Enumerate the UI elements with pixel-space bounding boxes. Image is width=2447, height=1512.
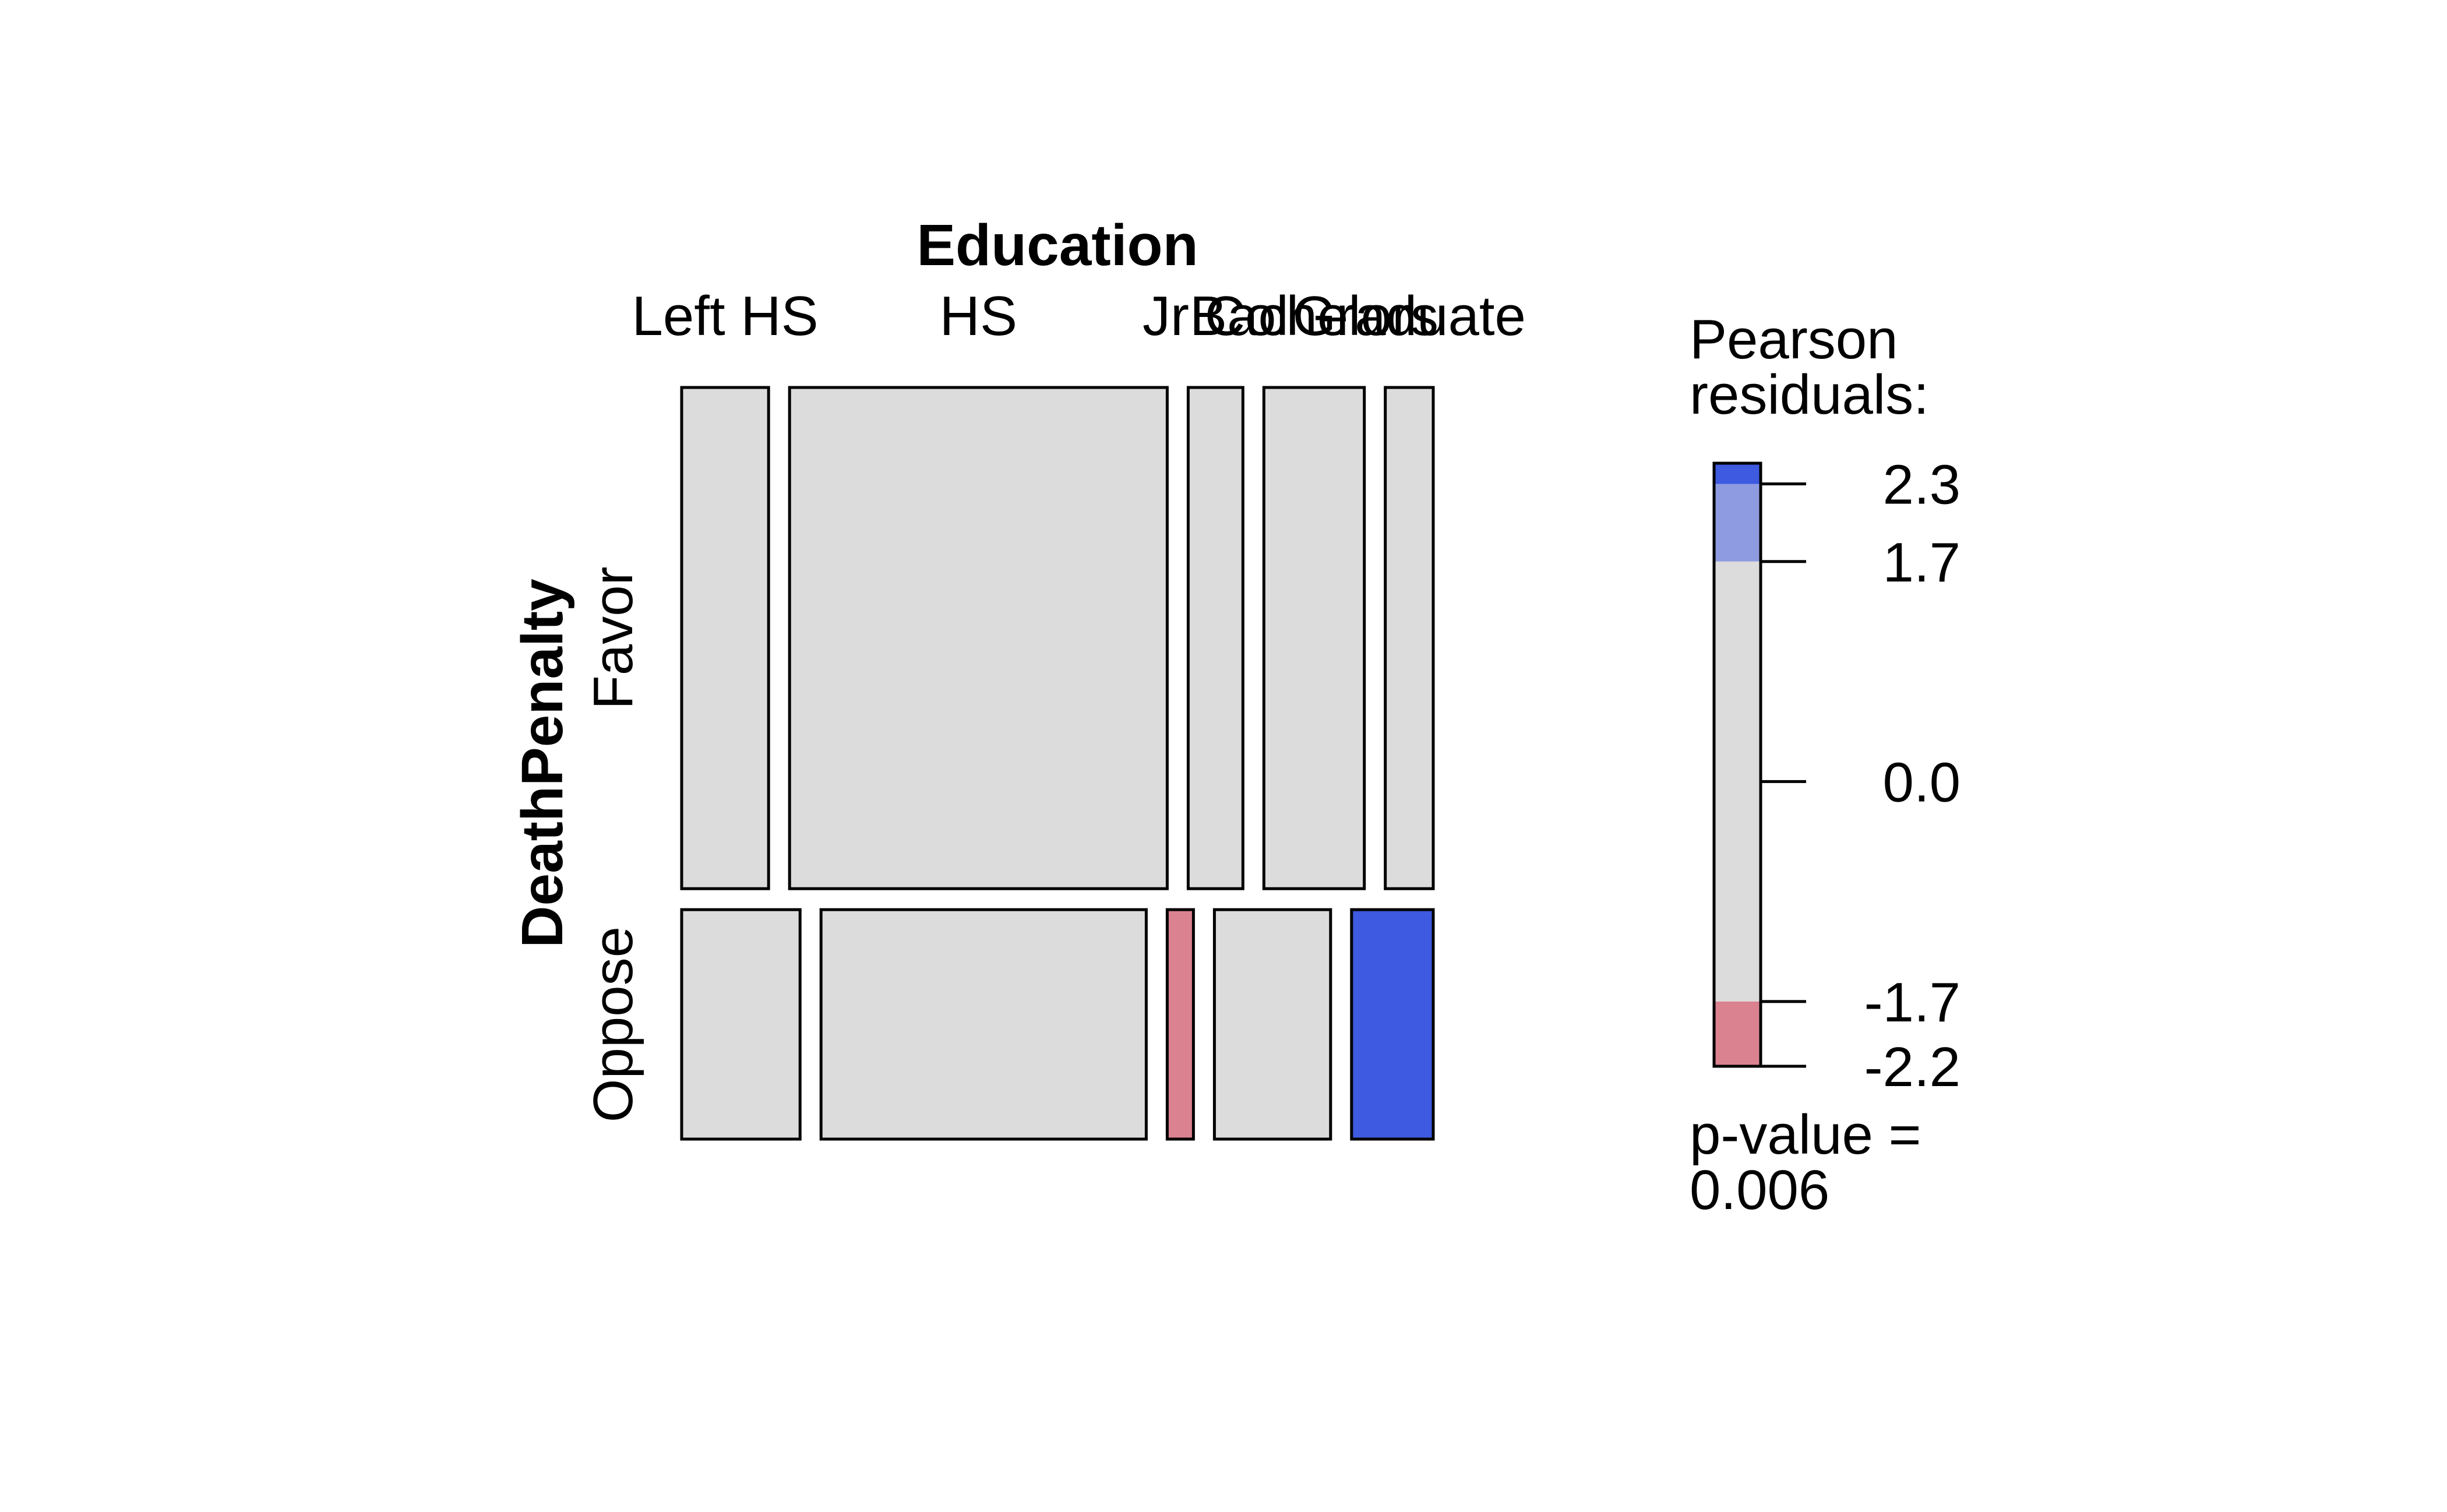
pvalue-line-0: p-value = (1690, 1104, 1921, 1166)
column-label-1: HS (940, 285, 1017, 347)
column-label-0: Left HS (632, 285, 819, 347)
pvalue-line-1: 0.006 (1690, 1159, 1829, 1221)
legend-tick-label-1: 1.7 (1883, 531, 1961, 594)
legend-tick-label-4: -2.2 (1864, 1036, 1961, 1098)
legend-title-line-1: residuals: (1690, 364, 1929, 426)
legend-band-2 (1714, 561, 1761, 1002)
tile-oppose-1 (819, 908, 1148, 1141)
column-label-4: Graduate (1293, 285, 1526, 347)
legend-title-line-0: Pearson (1690, 308, 1898, 371)
row-label-oppose: Oppose (582, 926, 644, 1122)
legend-tick-label-2: 0.0 (1883, 751, 1961, 813)
tile-favor-1 (788, 386, 1169, 890)
legend-band-0 (1714, 463, 1761, 484)
tile-oppose-4 (1350, 908, 1435, 1141)
column-variable-title: Education (916, 213, 1198, 278)
tile-oppose-2 (1165, 908, 1195, 1141)
tile-oppose-0 (680, 908, 802, 1141)
tile-favor-0 (680, 386, 770, 890)
tile-favor-3 (1262, 386, 1366, 890)
row-label-favor: Favor (582, 566, 644, 709)
legend-bar-outline (1712, 461, 1762, 1068)
legend-band-1 (1714, 484, 1761, 562)
column-label-3: Bachelors (1190, 285, 1438, 347)
tile-favor-4 (1384, 386, 1435, 890)
tile-favor-2 (1186, 386, 1244, 890)
legend-tick-label-0: 2.3 (1883, 454, 1961, 516)
row-variable-title: DeathPenalty (510, 579, 575, 948)
legend-band-3 (1714, 1001, 1761, 1066)
legend-tick-label-3: -1.7 (1864, 971, 1961, 1034)
tile-oppose-3 (1212, 908, 1332, 1141)
column-label-2: Jr Col (1143, 285, 1289, 347)
